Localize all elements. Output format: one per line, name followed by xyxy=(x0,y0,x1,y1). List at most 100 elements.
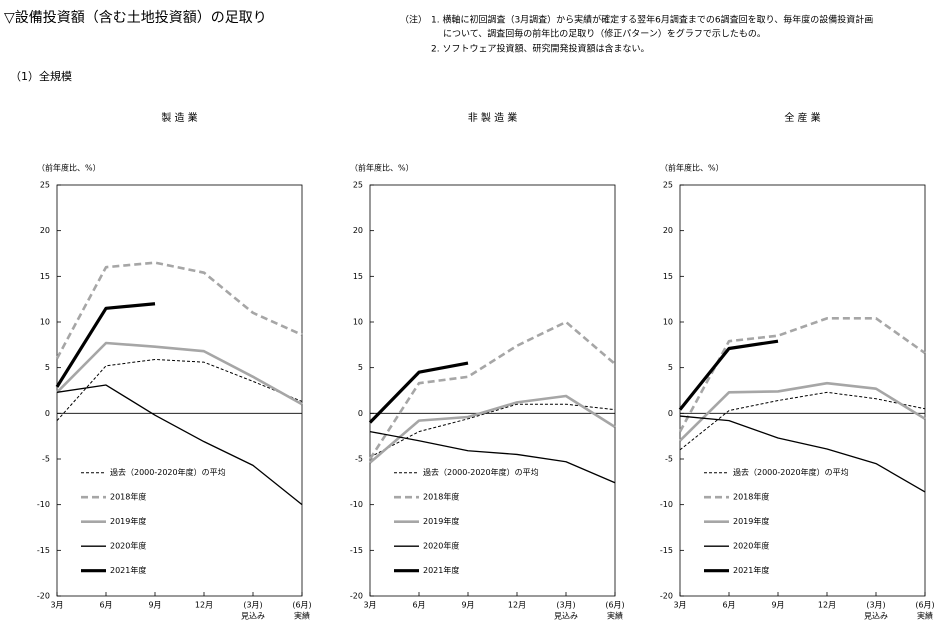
y-tick-label: 5 xyxy=(358,363,363,372)
x-tick-label: 3月 xyxy=(50,601,63,610)
y-tick-label: 10 xyxy=(40,318,50,327)
x-tick-label: (3月) xyxy=(866,601,885,610)
x-tick-label: 6月 xyxy=(99,601,112,610)
plot-frame xyxy=(56,184,303,597)
y-tick-label: 5 xyxy=(45,363,50,372)
x-tick-label: 9月 xyxy=(148,601,161,610)
y-tick-label: 15 xyxy=(663,272,673,281)
series-line xyxy=(368,320,616,460)
y-tick-label: -5 xyxy=(42,455,50,464)
section-label: （1）全規模 xyxy=(10,69,72,83)
y-tick-label: 10 xyxy=(663,318,673,327)
legend-label: 2020年度 xyxy=(733,541,769,551)
y-tick-label: 15 xyxy=(40,272,50,281)
series-line xyxy=(369,394,616,464)
y-tick-label: 20 xyxy=(353,226,363,235)
plot-frame xyxy=(369,184,616,597)
legend-label: 2018年度 xyxy=(110,492,146,502)
legend-label: 2018年度 xyxy=(423,492,459,502)
y-tick-label: 20 xyxy=(40,226,50,235)
series-line xyxy=(369,430,616,484)
y-tick-label: -20 xyxy=(37,592,50,601)
legend-label: 2019年度 xyxy=(733,516,769,526)
x-tick-label: 3月 xyxy=(363,601,376,610)
legend-label: 2018年度 xyxy=(733,492,769,502)
x-tick-label: (6月) xyxy=(915,601,934,610)
y-tick-label: -5 xyxy=(665,455,673,464)
y-tick-label: -20 xyxy=(660,592,673,601)
series-line xyxy=(55,302,156,388)
x-tick-label: 実績 xyxy=(294,611,310,621)
legend-label: 2020年度 xyxy=(423,541,459,551)
note-line: 1. 横軸に初回調査（3月調査）から実績が確定する翌年6月調査までの6調査回を取… xyxy=(431,14,873,26)
legend-label: 2021年度 xyxy=(423,565,459,575)
legend-label: 過去（2000-2020年度）の平均 xyxy=(423,467,539,477)
y-tick-label: -10 xyxy=(350,500,363,509)
series-line xyxy=(678,339,779,411)
note-line: 2. ソフトウェア投資額、研究開発投資額は含まない。 xyxy=(431,43,649,55)
y-tick-label: -20 xyxy=(350,592,363,601)
y-tick-label: 25 xyxy=(40,181,50,190)
x-tick-label: 見込み xyxy=(864,612,888,621)
x-tick-label: 6月 xyxy=(722,601,735,610)
y-tick-label: -10 xyxy=(660,500,673,509)
x-tick-label: 9月 xyxy=(771,601,784,610)
y-tick-label: 0 xyxy=(668,409,673,418)
legend-label: 2019年度 xyxy=(423,516,459,526)
series-line xyxy=(679,415,926,493)
legend-label: 2019年度 xyxy=(110,516,146,526)
x-tick-label: 見込み xyxy=(241,612,265,621)
series-line xyxy=(55,261,303,360)
x-tick-label: 12月 xyxy=(508,601,526,610)
series-line xyxy=(369,403,616,458)
y-tick-label: 25 xyxy=(663,181,673,190)
x-tick-label: 9月 xyxy=(461,601,474,610)
y-axis-label: （前年度比、%） xyxy=(350,163,414,173)
note-label: （注） xyxy=(400,14,427,26)
x-tick-label: 見込み xyxy=(554,612,578,621)
chart-title: 全 産 業 xyxy=(784,111,820,124)
series-line xyxy=(56,358,303,421)
legend-label: 過去（2000-2020年度）の平均 xyxy=(733,467,849,477)
chart-title: 製 造 業 xyxy=(161,111,197,124)
x-tick-label: 12月 xyxy=(195,601,213,610)
series-line xyxy=(368,361,469,424)
series-line xyxy=(56,341,303,406)
series-line xyxy=(56,384,303,506)
y-axis-label: （前年度比、%） xyxy=(660,163,724,173)
y-tick-label: 0 xyxy=(45,409,50,418)
series-line xyxy=(678,317,926,433)
x-tick-label: 3月 xyxy=(673,601,686,610)
x-tick-label: (3月) xyxy=(556,601,575,610)
series-line xyxy=(679,381,926,442)
x-tick-label: 実績 xyxy=(607,611,623,621)
legend-label: 2021年度 xyxy=(733,565,769,575)
y-tick-label: 25 xyxy=(353,181,363,190)
y-tick-label: -15 xyxy=(660,546,673,555)
y-tick-label: 20 xyxy=(663,226,673,235)
y-tick-label: -15 xyxy=(350,546,363,555)
y-tick-label: -10 xyxy=(37,500,50,509)
y-tick-label: -5 xyxy=(355,455,363,464)
y-tick-label: 5 xyxy=(668,363,673,372)
legend-label: 過去（2000-2020年度）の平均 xyxy=(110,467,226,477)
x-tick-label: (6月) xyxy=(605,601,624,610)
legend-label: 2021年度 xyxy=(110,565,146,575)
x-tick-label: 12月 xyxy=(818,601,836,610)
note-line: について、調査回毎の前年比の足取り（修正パターン）をグラフで示したもの。 xyxy=(443,28,766,40)
y-axis-label: （前年度比、%） xyxy=(37,163,101,173)
series-line xyxy=(679,391,926,451)
x-tick-label: (3月) xyxy=(243,601,262,610)
x-tick-label: 6月 xyxy=(412,601,425,610)
page-title: ▽設備投資額（含む土地投資額）の足取り xyxy=(4,10,267,26)
x-tick-label: (6月) xyxy=(292,601,311,610)
y-tick-label: -15 xyxy=(37,546,50,555)
y-tick-label: 10 xyxy=(353,318,363,327)
y-tick-label: 15 xyxy=(353,272,363,281)
plot-frame xyxy=(679,184,926,597)
y-tick-label: 0 xyxy=(358,409,363,418)
legend-label: 2020年度 xyxy=(110,541,146,551)
chart-title: 非 製 造 業 xyxy=(468,111,518,124)
x-tick-label: 実績 xyxy=(917,611,933,621)
